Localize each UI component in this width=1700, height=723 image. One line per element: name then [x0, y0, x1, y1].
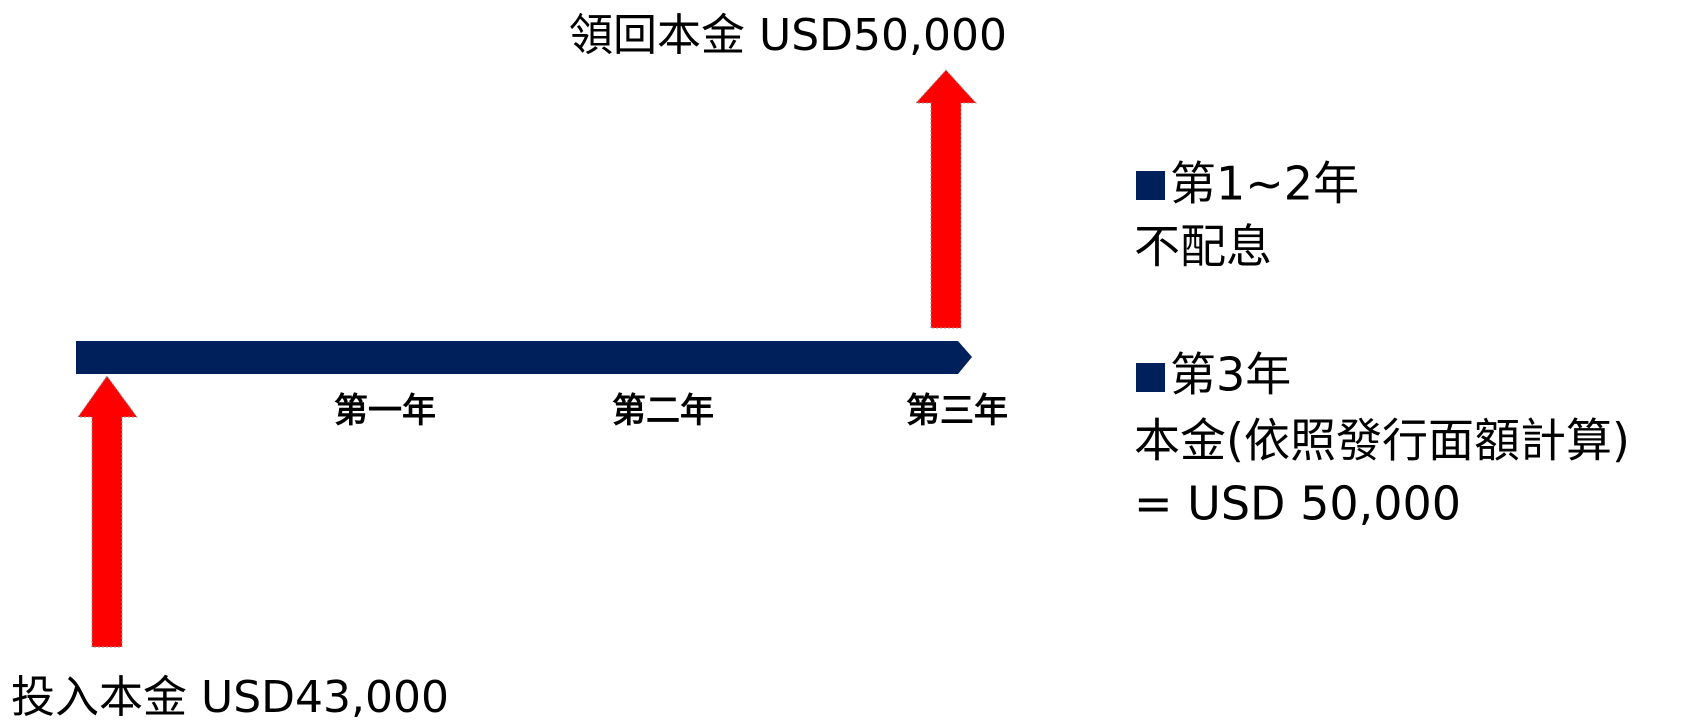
- note-title: 第1~2年: [1170, 157, 1359, 211]
- year-label: 第三年: [906, 391, 1008, 431]
- invest-label: 投入本金 USD43,000: [11, 672, 449, 723]
- bullet: [1136, 363, 1165, 392]
- timeline: [76, 341, 972, 374]
- return-arrow: [914, 69, 978, 329]
- note-line: 不配息: [1134, 220, 1272, 274]
- year-label: 第一年: [334, 391, 436, 431]
- invest-arrow: [77, 375, 138, 648]
- year-label: 第二年: [612, 391, 714, 431]
- note-line: = USD 50,000: [1134, 477, 1461, 531]
- note-title: 第3年: [1170, 348, 1291, 402]
- note-line: 本金(依照發行面額計算): [1134, 414, 1630, 468]
- bullet: [1136, 171, 1165, 200]
- return-label: 領回本金 USD50,000: [569, 10, 1007, 61]
